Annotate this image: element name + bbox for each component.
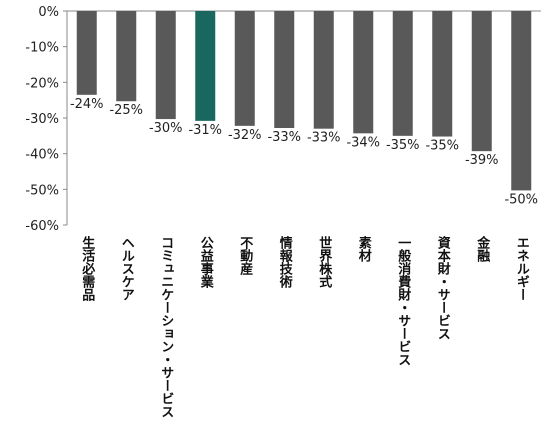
data-label: -31%	[188, 123, 222, 138]
category-label: コミュニケーション・サービス	[158, 236, 174, 418]
data-label: -24%	[70, 97, 104, 112]
y-tick-label: -60%	[25, 219, 59, 234]
bar	[353, 11, 374, 134]
data-label: -39%	[465, 153, 499, 168]
data-label: -33%	[267, 130, 301, 145]
bar	[432, 11, 453, 137]
x-axis-labels: 生活必需品 ヘルスケア コミュニケーション・サービス 公益事業 不動産 情報技術 世界株式 素…	[79, 235, 529, 418]
data-labels: -24% -25% -30% -31% -32% -33% -33% -34% -35% -35%…	[70, 97, 538, 208]
bar	[471, 11, 492, 152]
category-label: 公益事業	[198, 236, 215, 289]
y-tick-label: -30%	[25, 112, 59, 127]
category-label: ヘルスケア	[119, 236, 135, 301]
bar	[313, 11, 334, 129]
bars	[76, 11, 532, 191]
data-label: -32%	[228, 128, 262, 143]
y-tick-label: -20%	[25, 76, 59, 91]
data-label: -34%	[346, 135, 380, 150]
data-label: -30%	[149, 121, 183, 136]
bar	[274, 11, 295, 128]
category-label: エネルギー	[514, 236, 530, 301]
category-label: 素材	[356, 235, 372, 263]
data-label: -25%	[109, 103, 143, 118]
bar	[155, 11, 176, 120]
y-tick-label: 0%	[38, 5, 59, 20]
data-label: -35%	[386, 138, 420, 153]
category-label: 不動産	[237, 236, 253, 276]
data-label: -35%	[425, 139, 459, 154]
category-label: 生活必需品	[79, 235, 96, 302]
data-label: -50%	[504, 192, 538, 207]
data-label: -33%	[307, 131, 341, 146]
y-tick-label: -40%	[25, 148, 59, 163]
y-axis: 0% -10% -20% -30% -40% -50% -60%	[25, 5, 541, 234]
category-label: 世界株式	[316, 235, 332, 289]
bar	[116, 11, 137, 102]
bar	[76, 11, 97, 95]
bar	[234, 11, 255, 126]
bar	[392, 11, 413, 136]
bar	[511, 11, 532, 191]
category-label: 一般消費財・サービス	[395, 236, 412, 366]
bar	[195, 11, 216, 121]
category-label: 金融	[474, 235, 491, 263]
category-label: 情報技術	[277, 235, 294, 289]
category-label: 資本財・サービス	[435, 235, 452, 340]
y-tick-label: -50%	[25, 183, 59, 198]
y-tick-label: -10%	[25, 41, 59, 56]
